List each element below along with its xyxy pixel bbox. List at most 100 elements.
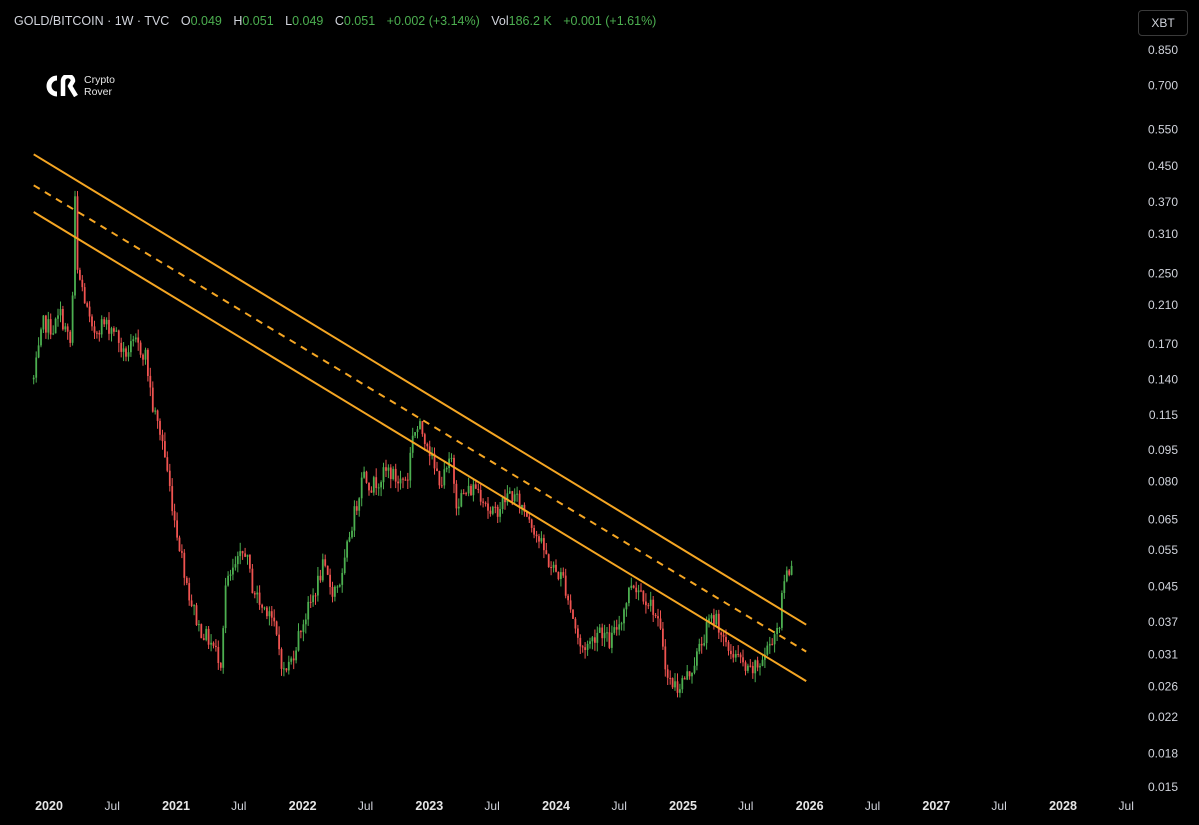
candle-body (487, 503, 489, 511)
candle-body (540, 538, 543, 542)
candle-body (353, 506, 356, 531)
price-axis[interactable]: 0.850 0.700 0.550 0.450 0.370 0.310 0.250 0.210… (1148, 43, 1178, 794)
candle-body (168, 470, 171, 486)
time-tick-label: Jul (738, 799, 753, 813)
volume-label: Vol (491, 14, 509, 28)
candle-body (538, 536, 540, 542)
candle-body (659, 618, 662, 629)
candle-body (508, 491, 511, 494)
candle-body (764, 654, 766, 660)
candle-body (387, 467, 390, 471)
candle-body (86, 303, 89, 307)
candle-body (603, 632, 606, 639)
price-tick-label: 0.031 (1148, 648, 1178, 662)
candle-body (613, 627, 616, 633)
symbol-title[interactable]: GOLD/BITCOIN · 1W · TVC (14, 14, 170, 28)
candle-body (759, 665, 761, 668)
candle-body (251, 568, 254, 594)
candle-body (132, 339, 135, 342)
candle-body (511, 491, 514, 502)
candle-body (406, 479, 409, 481)
price-tick-label: 0.310 (1148, 227, 1178, 241)
candle-body (244, 553, 246, 557)
candle-body (365, 471, 368, 483)
candle-body (164, 441, 166, 458)
candle-body (535, 534, 538, 537)
candle-body (198, 624, 200, 626)
candle-body (625, 603, 628, 610)
channel-middle-line[interactable] (33, 184, 807, 653)
candle-body (283, 668, 285, 670)
candle-body (494, 506, 497, 508)
candle-body (380, 482, 382, 488)
candle-body (611, 632, 613, 648)
candle-body (569, 600, 572, 610)
candle-body (419, 421, 421, 430)
candle-body (477, 488, 480, 490)
candle-body (241, 551, 244, 554)
candle-body (428, 446, 431, 457)
candle-body (545, 550, 548, 555)
time-tick-label: 2022 (289, 799, 317, 813)
candle-body (212, 642, 215, 646)
candle-body (32, 377, 35, 380)
candle-body (110, 328, 113, 334)
candle-body (100, 319, 103, 335)
candle-body (484, 502, 487, 504)
candle-body (304, 619, 307, 625)
candle-body (232, 567, 234, 575)
volume-value: 186.2 K (508, 14, 552, 28)
candle-body (713, 615, 715, 625)
candle-body (523, 504, 526, 512)
candle-body (210, 642, 212, 645)
candle-body (440, 485, 443, 487)
candle-body (470, 485, 472, 496)
candle-body (676, 681, 679, 693)
candle-body (234, 564, 237, 568)
candle-body (113, 328, 115, 332)
candle-body (273, 617, 276, 622)
channel-lower-line[interactable] (33, 211, 807, 682)
channel-upper-line[interactable] (33, 153, 807, 626)
candle-body (579, 637, 582, 647)
candle-body (253, 593, 256, 595)
price-tick-label: 0.026 (1148, 680, 1178, 694)
candle-body (506, 493, 509, 503)
candle-body (761, 659, 764, 666)
candle-body (176, 520, 178, 538)
candle-body (35, 357, 38, 378)
candle-body (453, 457, 455, 484)
candle-body (117, 330, 120, 343)
candle-body (409, 452, 412, 481)
candle-body (751, 665, 754, 674)
symbol-header: GOLD/BITCOIN · 1W · TVC O0.049 H0.051 L0… (14, 14, 656, 28)
candle-body (149, 375, 152, 388)
candle-body (550, 567, 552, 568)
candle-body (630, 585, 633, 588)
candle-body (246, 554, 249, 557)
candle-body (321, 559, 324, 581)
candle-body (309, 601, 312, 603)
candle-body (414, 432, 416, 436)
price-tick-label: 0.250 (1148, 266, 1178, 280)
price-tick-label: 0.065 (1148, 512, 1178, 526)
candle-body (737, 654, 740, 655)
candle-body (657, 616, 659, 619)
candle-body (351, 530, 353, 538)
candle-body (278, 634, 280, 650)
price-tick-label: 0.370 (1148, 195, 1178, 209)
candle-body (290, 658, 293, 662)
candle-body (268, 611, 271, 617)
candle-body (455, 483, 458, 509)
currency-button[interactable]: XBT (1138, 10, 1188, 36)
candle-body (125, 348, 127, 357)
time-axis[interactable]: 2020 Jul 2021 Jul 2022 Jul 2023 Jul 2024 Jul 2025 J… (35, 799, 1134, 813)
candle-body (341, 573, 344, 585)
candle-body (285, 668, 288, 671)
candle-body (397, 481, 399, 484)
candle-body (460, 493, 463, 507)
candle-body (518, 493, 521, 508)
candle-body (151, 387, 154, 412)
candle-body (224, 585, 227, 629)
